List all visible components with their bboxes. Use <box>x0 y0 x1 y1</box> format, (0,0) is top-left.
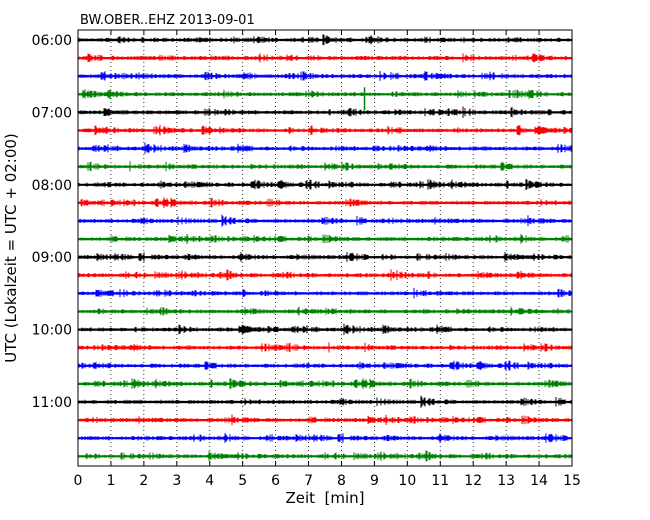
y-tick-label: 08:00 <box>32 178 72 194</box>
x-tick-label: 2 <box>139 473 148 489</box>
x-tick-label: 15 <box>563 473 581 489</box>
x-tick-label: 8 <box>337 473 346 489</box>
plot-frame <box>77 29 573 467</box>
seismogram-traces <box>77 34 573 462</box>
x-tick-label: 5 <box>238 473 247 489</box>
y-axis-ticks: 06:00 07:00 08:00 09:00 10:00 11:00 <box>32 33 572 411</box>
chart-title: BW.OBER..EHZ 2013-09-01 <box>80 13 255 28</box>
x-tick-label: 13 <box>497 473 515 489</box>
y-axis-label: UTC (Lokalzeit = UTC + 02:00) <box>2 133 20 363</box>
x-tick-label: 11 <box>431 473 449 489</box>
x-tick-label: 3 <box>172 473 181 489</box>
y-tick-label: 06:00 <box>32 33 72 49</box>
x-tick-label: 7 <box>304 473 313 489</box>
y-tick-label: 07:00 <box>32 105 72 121</box>
y-tick-label: 10:00 <box>32 323 72 339</box>
x-tick-label: 0 <box>74 473 83 489</box>
x-tick-label: 10 <box>398 473 416 489</box>
x-axis-label: Zeit [min] <box>285 489 364 507</box>
y-tick-label: 09:00 <box>32 250 72 266</box>
x-axis-ticks: 0 1 2 3 4 5 6 7 8 9 10 11 12 13 14 15 <box>74 30 581 489</box>
x-tick-label: 9 <box>370 473 379 489</box>
vertical-grid <box>110 30 540 466</box>
y-tick-label: 11:00 <box>32 395 72 411</box>
x-tick-label: 6 <box>271 473 280 489</box>
x-tick-label: 1 <box>106 473 115 489</box>
x-tick-label: 14 <box>530 473 548 489</box>
x-tick-label: 12 <box>464 473 482 489</box>
x-tick-label: 4 <box>205 473 214 489</box>
